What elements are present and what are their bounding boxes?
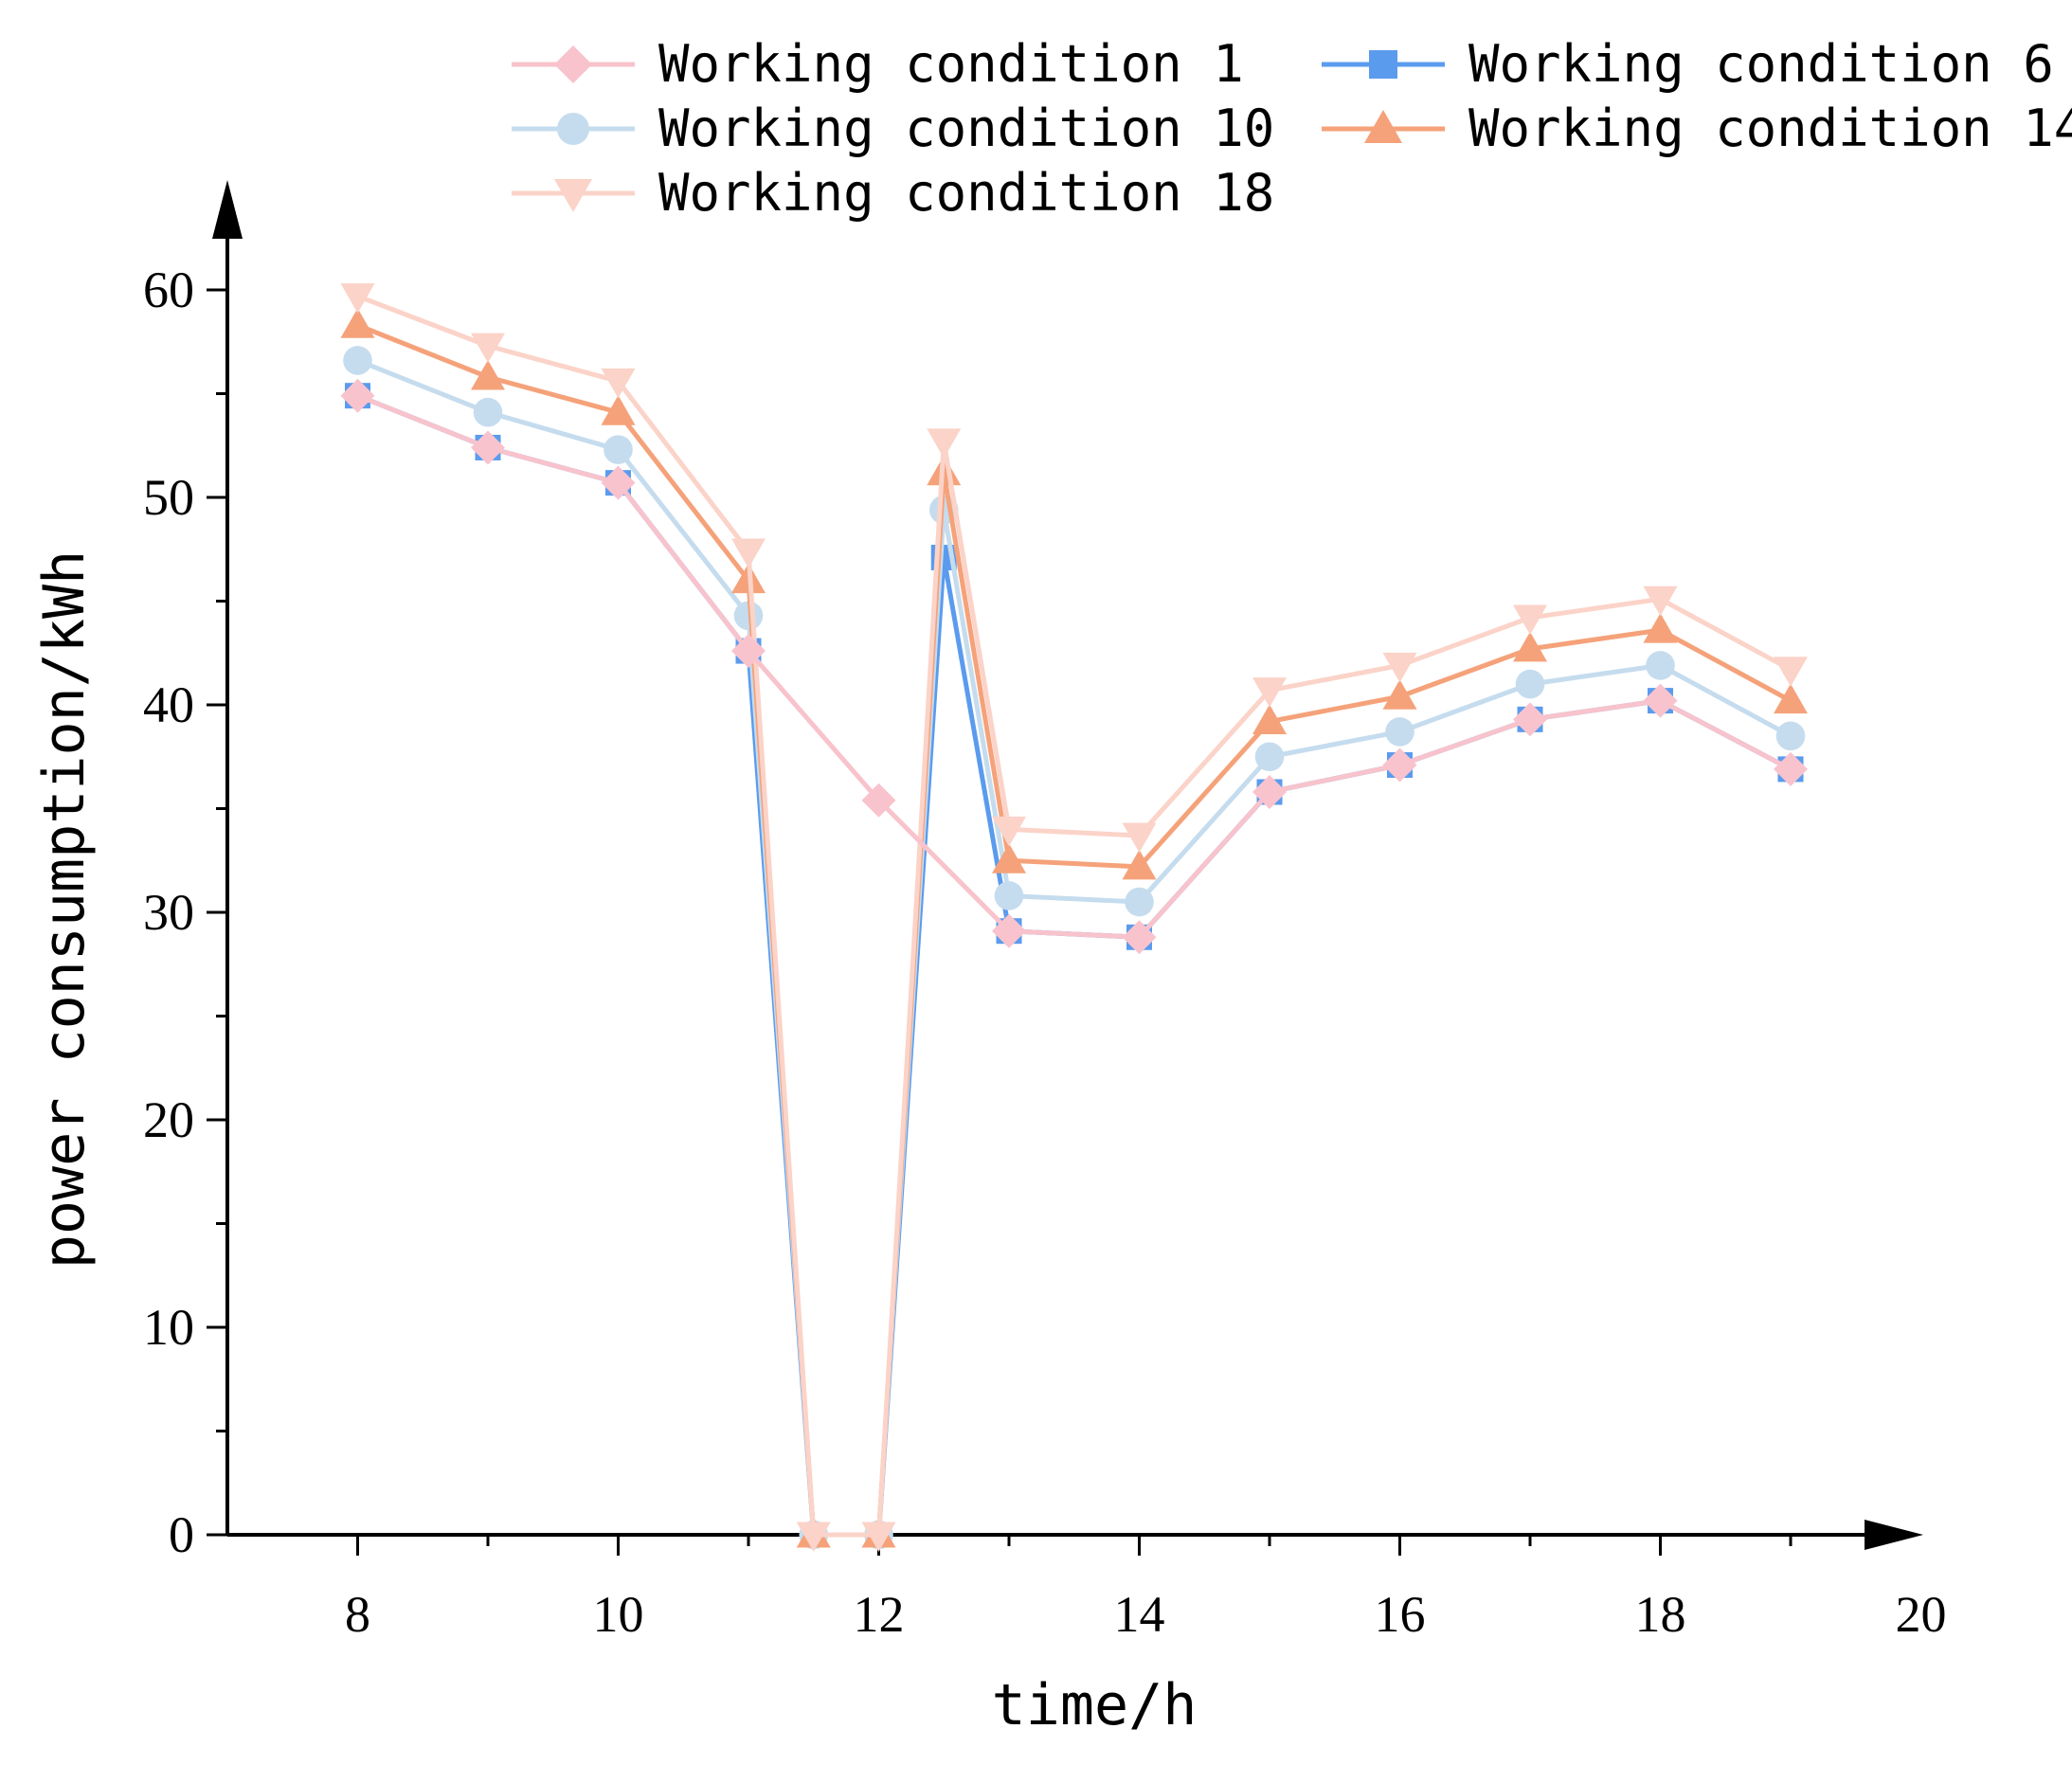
data-point-triangle-down	[471, 333, 505, 364]
data-point-circle	[1385, 717, 1414, 747]
data-point-circle	[1775, 721, 1806, 751]
data-point-triangle-down	[992, 816, 1026, 847]
x-tick-label: 18	[1635, 1586, 1686, 1643]
legend-item: Working condition 10	[512, 99, 1274, 158]
series-line	[356, 393, 1793, 940]
data-point-diamond	[1122, 920, 1157, 955]
series-layer	[340, 283, 1808, 1552]
data-point-triangle-up	[471, 359, 505, 390]
data-point-diamond	[992, 913, 1026, 948]
legend-label: Working condition 14	[1468, 99, 2072, 158]
data-point-circle	[1515, 669, 1545, 699]
data-point-triangle-down	[340, 283, 375, 314]
data-point-triangle-down	[601, 368, 636, 399]
data-point-triangle-up	[1364, 110, 1402, 143]
data-point-diamond	[861, 783, 896, 818]
y-tick-label: 40	[143, 676, 194, 733]
series-line	[356, 393, 1793, 1538]
x-tick-label: 10	[593, 1586, 644, 1643]
data-point-triangle-up	[1252, 704, 1287, 735]
data-point-diamond	[340, 378, 375, 413]
y-tick-label: 50	[143, 469, 194, 526]
series-working-condition-18	[340, 283, 1808, 1552]
series-working-condition-1	[340, 378, 1808, 955]
data-point-diamond	[471, 430, 505, 465]
data-point-triangle-up	[1513, 631, 1547, 662]
series-line	[356, 322, 1793, 1538]
y-tick-label: 0	[169, 1506, 194, 1563]
data-point-triangle-down	[927, 428, 962, 459]
data-point-triangle-down	[554, 179, 592, 212]
data-point-diamond	[731, 634, 766, 669]
data-point-triangle-down	[861, 1522, 896, 1552]
data-point-circle	[557, 113, 589, 145]
data-point-circle	[473, 397, 503, 427]
legend-item: Working condition 14	[1322, 99, 2072, 158]
data-point-circle	[1125, 887, 1154, 917]
data-point-triangle-down	[1382, 652, 1417, 683]
data-point-diamond	[1382, 747, 1417, 783]
data-point-triangle-up	[1122, 849, 1157, 880]
data-point-diamond	[1252, 774, 1287, 809]
x-axis-title: time/h	[992, 1672, 1198, 1738]
series-line	[356, 294, 1793, 1538]
data-point-diamond	[1774, 751, 1808, 786]
data-point-triangle-up	[1774, 683, 1808, 714]
x-tick-label: 8	[345, 1586, 370, 1643]
data-point-circle	[733, 601, 764, 631]
x-tick-label: 12	[854, 1586, 905, 1643]
x-axis-arrow	[1865, 1520, 1923, 1550]
legend-label: Working condition 1	[658, 34, 1244, 94]
x-tick-label: 14	[1114, 1586, 1165, 1643]
data-point-diamond	[1643, 683, 1678, 718]
data-point-circle	[604, 435, 633, 464]
data-point-circle	[1646, 651, 1675, 680]
legend-label: Working condition 18	[658, 163, 1274, 223]
axes: 8 10 12 14 16 18 20 0 10 20 30 40 50 60	[143, 180, 1947, 1643]
series-line	[356, 358, 1793, 1538]
y-axis-title: power consumption/kWh	[31, 550, 98, 1270]
x-tick-label: 20	[1896, 1586, 1947, 1643]
data-point-diamond	[554, 45, 592, 83]
x-tick-label: 16	[1375, 1586, 1426, 1643]
data-point-triangle-down	[731, 538, 766, 568]
series-working-condition-14	[340, 308, 1808, 1548]
data-point-triangle-down	[796, 1522, 831, 1552]
data-point-triangle-up	[601, 395, 636, 425]
y-tick-label: 20	[143, 1091, 194, 1148]
data-point-triangle-down	[1122, 822, 1157, 853]
y-tick-label: 30	[143, 884, 194, 941]
legend-item: Working condition 1	[512, 34, 1244, 94]
data-point-triangle-down	[1643, 585, 1678, 617]
data-point-triangle-down	[1513, 604, 1547, 636]
data-point-circle	[343, 346, 372, 375]
data-point-diamond	[1513, 702, 1547, 737]
data-point-triangle-up	[1643, 613, 1678, 643]
data-point-triangle-up	[340, 308, 375, 338]
data-point-triangle-up	[1382, 679, 1417, 710]
y-axis-arrow	[212, 180, 243, 239]
data-point-triangle-up	[992, 843, 1026, 873]
y-tick-label: 10	[143, 1299, 194, 1356]
legend-label: Working condition 10	[658, 99, 1274, 158]
data-point-triangle-down	[1774, 657, 1808, 687]
series-working-condition-6	[345, 383, 1804, 1548]
y-tick-label: 60	[143, 261, 194, 318]
legend-item: Working condition 18	[512, 163, 1274, 223]
data-point-diamond	[601, 465, 636, 500]
data-point-square	[1369, 50, 1397, 79]
legend-item: Working condition 6	[1322, 34, 2054, 94]
data-point-circle	[1254, 742, 1285, 772]
data-point-circle	[994, 881, 1024, 910]
legend-label: Working condition 6	[1468, 34, 2054, 94]
data-point-triangle-down	[1252, 677, 1287, 708]
series-working-condition-10	[343, 346, 1806, 1550]
